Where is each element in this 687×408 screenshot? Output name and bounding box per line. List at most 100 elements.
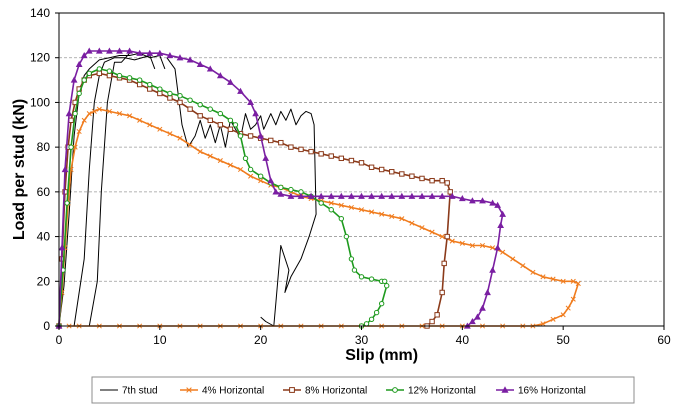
data-point	[408, 192, 416, 199]
x-tick-label: 60	[657, 333, 671, 347]
data-point	[157, 86, 163, 92]
data-point	[550, 276, 556, 282]
data-point	[61, 165, 69, 173]
data-point	[242, 155, 249, 162]
data-point	[489, 199, 496, 206]
series-line	[58, 72, 451, 327]
data-point	[86, 111, 92, 117]
data-point	[267, 177, 275, 184]
data-point	[207, 153, 213, 159]
data-point	[207, 106, 213, 112]
data-point	[530, 269, 536, 275]
data-point	[106, 108, 112, 114]
data-point	[272, 188, 280, 195]
data-point	[540, 274, 546, 280]
data-point	[378, 166, 385, 173]
data-point	[237, 133, 244, 139]
data-point	[146, 49, 154, 56]
data-point	[469, 318, 476, 325]
data-point	[368, 276, 375, 282]
data-point	[106, 72, 113, 79]
data-point	[510, 256, 516, 262]
data-point	[70, 76, 78, 83]
y-tick-label: 20	[37, 274, 51, 288]
data-point	[258, 178, 264, 184]
data-point	[157, 126, 163, 132]
data-point	[358, 192, 365, 199]
data-point	[358, 207, 365, 213]
data-point	[399, 216, 405, 222]
legend-label: 4% Horizontal	[202, 386, 264, 397]
data-point	[399, 171, 405, 177]
y-tick-label: 100	[30, 95, 50, 109]
x-tick-label: 50	[556, 333, 570, 347]
data-point	[447, 189, 453, 195]
y-tick-label: 140	[30, 6, 50, 20]
series-line	[58, 108, 580, 327]
y-tick-label: 60	[37, 185, 51, 199]
data-point	[85, 47, 93, 54]
data-point	[328, 200, 334, 206]
data-point	[217, 158, 223, 164]
data-point	[126, 47, 133, 54]
data-point	[348, 157, 355, 164]
data-point	[176, 54, 184, 61]
data-point	[156, 49, 164, 56]
data-point	[381, 278, 388, 284]
data-point	[186, 387, 192, 393]
y-tick-label: 40	[37, 230, 51, 244]
data-point	[65, 110, 73, 117]
data-point	[167, 95, 173, 101]
legend-item: 16% Horizontal	[496, 386, 586, 397]
data-point	[237, 87, 244, 94]
data-point	[227, 162, 233, 168]
data-point	[418, 192, 426, 199]
data-point	[565, 305, 571, 311]
legend-label: 12% Horizontal	[408, 386, 476, 397]
data-point	[81, 117, 87, 123]
data-point	[76, 128, 82, 135]
data-point	[368, 316, 375, 322]
data-point	[343, 233, 350, 240]
legend-item: 12% Horizontal	[386, 386, 476, 397]
data-point	[106, 68, 113, 74]
data-point	[441, 260, 447, 267]
data-point	[297, 192, 305, 199]
data-point	[177, 135, 183, 141]
data-point	[479, 242, 486, 249]
data-point	[68, 117, 74, 124]
data-point	[298, 146, 304, 153]
data-point	[459, 240, 465, 246]
data-point	[494, 244, 502, 251]
data-point	[540, 321, 546, 327]
data-point	[439, 177, 445, 184]
data-point	[479, 304, 486, 311]
legend-label: 8% Horizontal	[305, 386, 367, 397]
data-point	[444, 180, 450, 186]
data-point	[458, 195, 466, 202]
data-point	[147, 81, 153, 88]
y-tick-label: 0	[43, 319, 50, 333]
data-point	[348, 192, 355, 199]
data-point	[373, 309, 380, 316]
data-point	[494, 201, 502, 208]
series-line	[58, 52, 166, 327]
data-point	[247, 166, 254, 173]
data-point	[187, 97, 193, 103]
legend-item: 8% Horizontal	[283, 386, 367, 397]
data-point	[409, 173, 415, 179]
data-point	[247, 98, 254, 106]
data-point	[166, 51, 174, 59]
data-point	[392, 387, 398, 393]
data-point	[75, 60, 83, 68]
data-point	[72, 144, 78, 150]
data-point	[348, 204, 354, 211]
data-point	[317, 192, 325, 199]
x-tick-label: 20	[254, 333, 268, 347]
data-point	[252, 110, 260, 117]
data-point	[429, 318, 435, 325]
data-point	[570, 278, 576, 284]
data-point	[444, 233, 450, 240]
x-axis-title: Slip (mm)	[345, 347, 418, 364]
data-point	[227, 78, 234, 85]
